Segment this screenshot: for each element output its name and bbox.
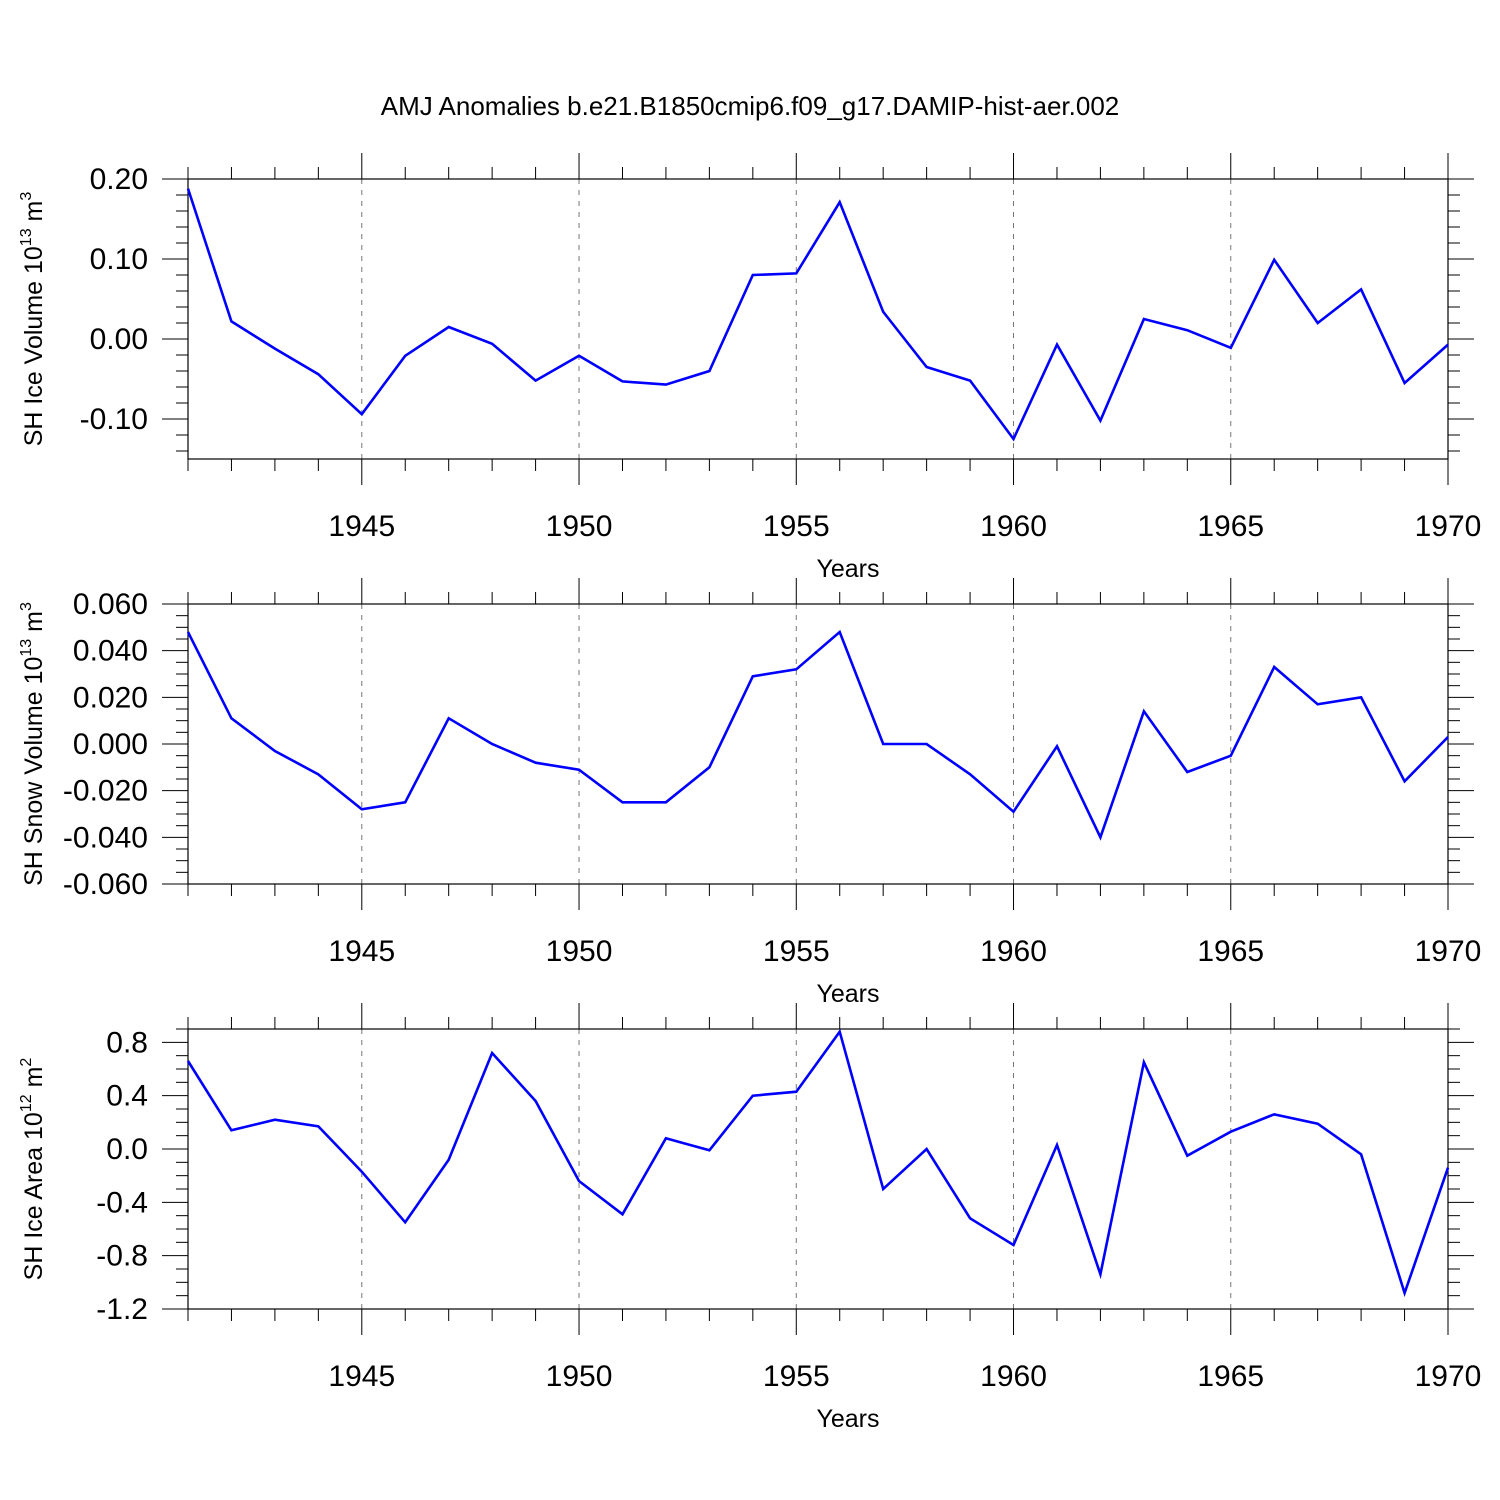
x-tick-label: 1965 <box>1197 1360 1264 1393</box>
y-tick-label: -0.4 <box>96 1186 148 1219</box>
y-tick-label: 0.20 <box>90 163 148 196</box>
y-tick-label: 0.00 <box>90 323 148 356</box>
y-tick-label: 0.000 <box>73 728 148 761</box>
y-axis-title: SH Ice Area 1012 m2 <box>18 1058 48 1281</box>
y-tick-label: -0.060 <box>63 868 148 901</box>
y-axis-title-exponent: 13 <box>18 639 35 657</box>
y-axis-title-text: SH Ice Area 10 <box>20 1112 48 1280</box>
x-axis-title: Years <box>816 1405 879 1433</box>
x-tick-label: 1955 <box>763 935 830 968</box>
x-tick-label: 1950 <box>546 510 613 543</box>
y-axis-title-exponent: 13 <box>18 228 35 246</box>
y-tick-label: 0.8 <box>106 1026 148 1059</box>
y-tick-label: -0.040 <box>63 821 148 854</box>
x-tick-label: 1955 <box>763 510 830 543</box>
x-tick-label: 1965 <box>1197 510 1264 543</box>
y-tick-label: -1.2 <box>96 1293 148 1326</box>
y-axis-title-unit: m <box>20 201 48 229</box>
y-tick-label: -0.8 <box>96 1240 148 1273</box>
x-tick-label: 1950 <box>546 935 613 968</box>
chart-panel-2: 1945 1950 1955 1960 1965 1970 0.060 0.040 0.020 0… <box>18 578 1481 1008</box>
x-tick-label: 1955 <box>763 1360 830 1393</box>
figure-title: AMJ Anomalies b.e21.B1850cmip6.f09_g17.D… <box>381 91 1120 121</box>
y-axis-title-text: SH Snow Volume 10 <box>20 657 48 886</box>
x-tick-label: 1970 <box>1415 1360 1482 1393</box>
x-tick-label: 1945 <box>328 1360 395 1393</box>
x-tick-label: 1970 <box>1415 510 1482 543</box>
y-axis-title-exponent: 12 <box>18 1094 35 1112</box>
panels: 1945 1950 1955 1960 1965 1970 0.20 0.10 0.00 -0.1… <box>18 153 1481 1433</box>
plot-frame <box>187 178 1449 460</box>
y-tick-label: 0.040 <box>73 635 148 668</box>
x-axis-title: Years <box>816 980 879 1008</box>
y-tick-label: -0.10 <box>80 403 148 436</box>
x-tick-label: 1965 <box>1197 935 1264 968</box>
y-axis-title: SH Ice Volume 1013 m3 <box>18 192 48 447</box>
x-tick-label: 1960 <box>980 510 1047 543</box>
y-axis-title-unit-exponent: 3 <box>18 602 35 611</box>
y-axis-title-unit-exponent: 3 <box>18 192 35 201</box>
x-tick-label: 1970 <box>1415 935 1482 968</box>
y-tick-label: 0.10 <box>90 243 148 276</box>
chart-panel-1: 1945 1950 1955 1960 1965 1970 0.20 0.10 0.00 -0.1… <box>18 153 1481 583</box>
y-tick-label: -0.020 <box>63 775 148 808</box>
x-axis-title: Years <box>816 555 879 583</box>
y-axis-title-text: SH Ice Volume 10 <box>20 246 48 446</box>
series-line <box>186 188 1449 442</box>
y-tick-label: 0.060 <box>73 588 148 621</box>
x-tick-label: 1950 <box>546 1360 613 1393</box>
x-tick-label: 1945 <box>328 510 395 543</box>
y-tick-label: 0.0 <box>106 1133 148 1166</box>
y-axis-title-unit-exponent: 2 <box>18 1058 35 1067</box>
y-axis-title-unit: m <box>20 611 48 639</box>
y-tick-label: 0.020 <box>73 681 148 714</box>
chart-panel-3: 1945 1950 1955 1960 1965 1970 0.8 0.4 0.0 -0.4 -0.… <box>18 1003 1481 1433</box>
y-axis-title: SH Snow Volume 1013 m3 <box>18 602 48 886</box>
series-line <box>186 1028 1450 1298</box>
x-tick-label: 1960 <box>980 1360 1047 1393</box>
series-line <box>186 629 1449 841</box>
x-tick-label: 1945 <box>328 935 395 968</box>
y-axis-title-unit: m <box>20 1067 48 1095</box>
x-tick-label: 1960 <box>980 935 1047 968</box>
y-tick-label: 0.4 <box>106 1080 148 1113</box>
